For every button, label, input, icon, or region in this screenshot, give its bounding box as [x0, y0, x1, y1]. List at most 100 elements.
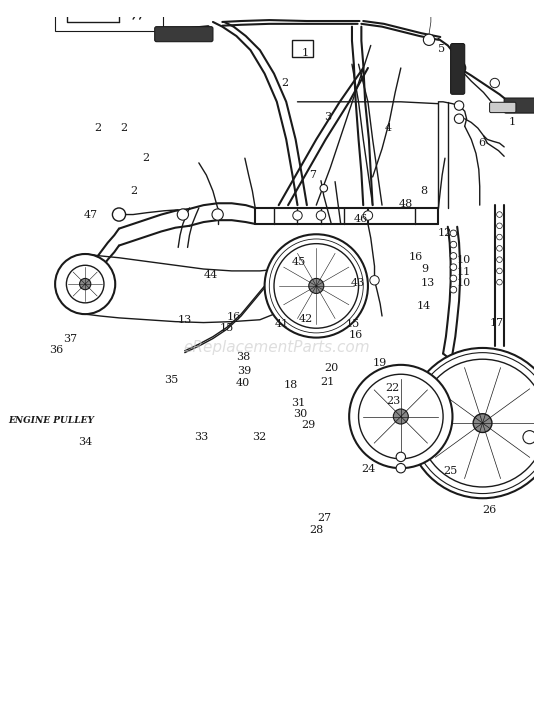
Text: 16: 16	[226, 312, 241, 322]
Circle shape	[408, 348, 537, 498]
Text: 47: 47	[84, 210, 98, 220]
Text: 42: 42	[299, 314, 313, 324]
Text: 30: 30	[293, 410, 308, 419]
Circle shape	[450, 275, 457, 282]
Circle shape	[67, 265, 104, 303]
Circle shape	[370, 276, 379, 285]
Circle shape	[450, 241, 457, 248]
Text: 12: 12	[438, 228, 452, 238]
Circle shape	[523, 431, 536, 444]
Circle shape	[177, 209, 188, 220]
Text: 15: 15	[220, 323, 234, 334]
Circle shape	[396, 463, 405, 473]
Circle shape	[497, 268, 502, 274]
Circle shape	[265, 234, 368, 338]
Text: 24: 24	[361, 465, 375, 474]
Circle shape	[293, 211, 302, 220]
Text: 2: 2	[281, 78, 288, 88]
Circle shape	[450, 286, 457, 293]
Text: 17: 17	[490, 318, 504, 328]
Text: 11: 11	[457, 267, 471, 277]
Text: 35: 35	[164, 376, 178, 385]
Text: 1: 1	[301, 48, 309, 57]
Text: 4: 4	[384, 123, 392, 133]
Text: 39: 39	[237, 365, 252, 376]
Text: 45: 45	[292, 257, 306, 267]
Circle shape	[274, 244, 359, 328]
Text: 20: 20	[324, 363, 338, 373]
Text: 19: 19	[373, 358, 387, 368]
Circle shape	[450, 252, 457, 259]
Text: 37: 37	[63, 334, 77, 344]
Text: 14: 14	[417, 301, 431, 311]
Circle shape	[490, 78, 499, 88]
FancyBboxPatch shape	[292, 40, 313, 57]
Circle shape	[393, 409, 408, 424]
FancyBboxPatch shape	[504, 98, 537, 113]
FancyBboxPatch shape	[55, 0, 163, 31]
Text: 2: 2	[95, 123, 101, 133]
Text: 2: 2	[120, 123, 127, 133]
Circle shape	[497, 234, 502, 240]
FancyBboxPatch shape	[490, 102, 516, 112]
Text: 8: 8	[420, 186, 427, 196]
Circle shape	[79, 278, 91, 290]
Circle shape	[497, 212, 502, 218]
Text: 16: 16	[408, 252, 423, 262]
Circle shape	[454, 101, 464, 110]
Text: 3: 3	[324, 112, 331, 123]
Circle shape	[349, 365, 453, 468]
Text: 38: 38	[236, 352, 250, 362]
Text: 32: 32	[252, 432, 267, 442]
Text: 2: 2	[142, 153, 150, 163]
Circle shape	[396, 452, 405, 462]
Circle shape	[212, 209, 223, 220]
Text: ENGINE PULLEY: ENGINE PULLEY	[9, 416, 94, 425]
FancyBboxPatch shape	[155, 27, 213, 41]
Text: 28: 28	[309, 525, 323, 535]
Text: 22: 22	[385, 384, 400, 394]
Circle shape	[112, 208, 126, 221]
Text: 27: 27	[317, 513, 331, 523]
Text: 13: 13	[177, 315, 192, 326]
Text: 29: 29	[301, 420, 316, 430]
Circle shape	[320, 184, 328, 192]
Circle shape	[359, 374, 443, 459]
Text: 34: 34	[78, 437, 93, 447]
Circle shape	[423, 34, 434, 46]
Text: 1: 1	[509, 117, 516, 127]
Text: 41: 41	[274, 319, 288, 329]
Text: 6: 6	[478, 138, 485, 148]
Text: 44: 44	[204, 270, 218, 281]
Text: 46: 46	[353, 215, 368, 225]
Text: 13: 13	[420, 278, 435, 288]
FancyBboxPatch shape	[451, 44, 465, 94]
Circle shape	[419, 359, 537, 487]
Circle shape	[450, 264, 457, 270]
Circle shape	[497, 279, 502, 285]
Circle shape	[473, 414, 492, 433]
Text: 25: 25	[443, 466, 458, 476]
Text: 2: 2	[130, 186, 137, 196]
Circle shape	[55, 254, 115, 314]
Text: 23: 23	[386, 397, 401, 406]
Text: 48: 48	[399, 199, 413, 210]
Text: 18: 18	[284, 380, 297, 390]
Circle shape	[450, 230, 457, 236]
Text: eReplacementParts.com: eReplacementParts.com	[184, 341, 370, 355]
Text: 21: 21	[321, 376, 335, 386]
Text: 16: 16	[349, 331, 362, 340]
Text: 9: 9	[422, 263, 429, 273]
Text: 31: 31	[292, 398, 306, 407]
Text: 36: 36	[49, 344, 63, 355]
Text: 7: 7	[309, 170, 316, 181]
Text: 10: 10	[457, 278, 471, 288]
Circle shape	[497, 257, 502, 262]
Text: 26: 26	[482, 505, 496, 515]
Circle shape	[453, 62, 466, 75]
Circle shape	[497, 223, 502, 228]
Text: 43: 43	[351, 278, 365, 289]
Text: 33: 33	[194, 432, 209, 442]
Circle shape	[316, 211, 325, 220]
Circle shape	[454, 114, 464, 123]
